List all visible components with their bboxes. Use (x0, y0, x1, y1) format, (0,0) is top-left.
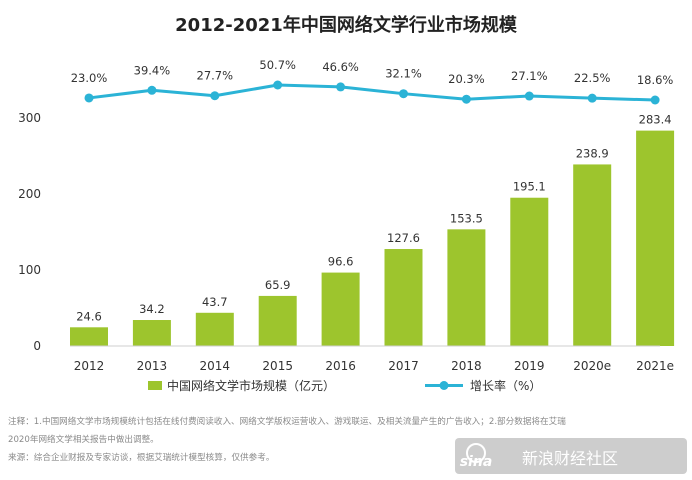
bar-value-label: 43.7 (202, 295, 228, 309)
bar (510, 197, 549, 346)
note-line-2: 2020年网络文学相关报告中做出调整。 (8, 433, 159, 445)
bar-value-labels: 24.6 34.2 43.7 65.9 96.6 127.6 153.5 195.1 238.9… (76, 113, 671, 324)
growth-rate-label: 18.6% (637, 73, 674, 87)
growth-rate-point (524, 91, 534, 101)
note-line-3: 来源：综合企业财报及专家访谈，根据艾瑞统计模型核算，仅供参考。 (8, 451, 274, 463)
bar (132, 320, 171, 346)
x-tick-label: 2019 (514, 359, 545, 373)
y-tick-label: 100 (18, 263, 41, 277)
x-axis: 2012 2013 2014 2015 2016 2017 2018 2019 2020e 202… (74, 359, 674, 373)
growth-rate-series: 23.0% 39.4% 27.7% 50.7% 46.6% 32.1% 20.3% 27.1%… (71, 58, 674, 105)
x-tick-label: 2021e (636, 359, 674, 373)
growth-rate-label: 32.1% (385, 67, 422, 81)
x-tick-label: 2012 (74, 359, 105, 373)
y-tick-label: 300 (18, 111, 41, 125)
bar (573, 164, 612, 346)
growth-rate-point (399, 89, 408, 99)
growth-rate-label: 39.4% (134, 63, 171, 77)
bar (258, 295, 297, 346)
growth-rate-line (88, 83, 656, 102)
growth-rate-label: 23.0% (71, 71, 108, 85)
bar (321, 272, 360, 346)
chart-title: 2012-2021年中国网络文学行业市场规模 (175, 14, 518, 36)
bar (70, 327, 108, 346)
growth-rate-label: 27.7% (197, 69, 234, 83)
y-tick-label: 0 (33, 339, 41, 353)
watermark: sina 新浪财经社区 (455, 438, 687, 474)
growth-rate-point (273, 80, 283, 90)
growth-rate-point (336, 82, 346, 92)
bar-value-label: 127.6 (387, 231, 420, 245)
bar (447, 229, 486, 346)
notes: 注释：1.中国网络文学市场规模统计包括在线付费阅读收入、网络文学版权运营收入、游… (8, 415, 566, 463)
y-tick-label: 200 (18, 187, 41, 201)
legend: 中国网络文学市场规模（亿元） 增长率（%） (148, 378, 541, 393)
bar-value-label: 195.1 (513, 180, 546, 194)
legend-label-line: 增长率（%） (470, 378, 541, 393)
y-axis: 0 100 200 300 (18, 111, 41, 353)
growth-rate-point (84, 93, 94, 103)
x-tick-label: 2013 (137, 359, 168, 373)
note-line-1: 注释：1.中国网络文学市场规模统计包括在线付费阅读收入、网络文学版权运营收入、游… (8, 415, 566, 427)
legend-label-bars: 中国网络文学市场规模（亿元） (167, 378, 335, 393)
bar (195, 312, 234, 346)
watermark-logo: sina (460, 454, 493, 470)
growth-rate-point (587, 93, 597, 103)
bar-value-label: 65.9 (265, 278, 291, 292)
watermark-text: 新浪财经社区 (522, 449, 618, 468)
x-tick-label: 2020e (573, 359, 611, 373)
growth-rate-label: 20.3% (448, 72, 485, 86)
bar (384, 249, 423, 346)
growth-rate-label: 27.1% (511, 69, 548, 83)
bar-value-label: 283.4 (639, 113, 672, 127)
x-tick-label: 2015 (262, 359, 293, 373)
bar-value-label: 24.6 (76, 309, 102, 323)
growth-rate-point (461, 94, 471, 104)
growth-rate-label: 50.7% (259, 58, 296, 72)
x-tick-label: 2018 (451, 359, 482, 373)
growth-rate-label: 46.6% (322, 60, 359, 74)
bar-value-label: 153.5 (450, 211, 483, 225)
growth-rate-label: 22.5% (574, 71, 611, 85)
bar (636, 130, 675, 346)
growth-rate-point (147, 85, 157, 95)
growth-rate-point (210, 91, 220, 101)
watermark-backdrop (455, 438, 687, 474)
bar-value-label: 34.2 (139, 302, 165, 316)
x-tick-label: 2014 (200, 359, 231, 373)
growth-rate-point (650, 95, 660, 105)
sina-eye-icon (466, 443, 486, 463)
legend-swatch-marker (439, 381, 449, 390)
x-tick-label: 2016 (325, 359, 356, 373)
x-tick-label: 2017 (388, 359, 419, 373)
bar-value-label: 96.6 (328, 255, 354, 269)
legend-swatch-bars (148, 381, 162, 390)
bar-value-label: 238.9 (576, 146, 609, 160)
bar-series (70, 130, 675, 346)
